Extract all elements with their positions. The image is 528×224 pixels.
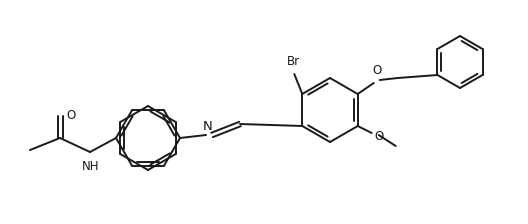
Text: NH: NH <box>82 160 100 173</box>
Text: O: O <box>372 64 381 77</box>
Text: N: N <box>203 120 213 133</box>
Text: O: O <box>375 129 384 142</box>
Text: O: O <box>66 108 76 121</box>
Text: Br: Br <box>287 55 300 68</box>
